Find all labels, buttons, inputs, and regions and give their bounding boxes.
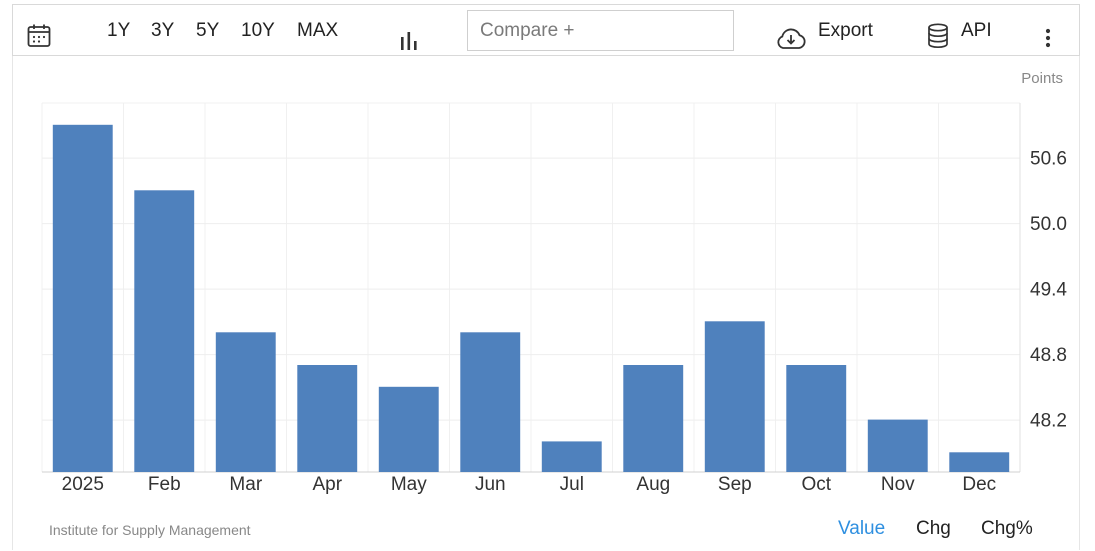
bar-sep	[704, 321, 765, 472]
chart-bars	[52, 124, 1010, 473]
range-5y-button[interactable]: 5Y	[196, 20, 220, 41]
y-axis-labels: 48.2 48.8 49.4 50.0 50.6	[1030, 149, 1067, 432]
chart-frame	[12, 4, 1080, 550]
bar-mar	[215, 332, 276, 472]
x-tick-label: Mar	[229, 474, 262, 495]
compare-input[interactable]	[467, 10, 734, 51]
range-10y-button[interactable]: 10Y	[241, 20, 275, 41]
range-max-button[interactable]: MAX	[297, 20, 339, 41]
y-tick-label: 48.8	[1030, 345, 1067, 366]
x-tick-label: Nov	[881, 474, 915, 495]
bar-2025	[52, 124, 113, 473]
mode-chg-button[interactable]: Chg	[916, 518, 951, 539]
bar-oct	[786, 365, 847, 472]
chart-grid	[41, 102, 1021, 473]
bar-jul	[541, 441, 602, 472]
bar-feb	[134, 190, 195, 473]
bar-nov	[867, 419, 928, 472]
x-tick-label: 2025	[62, 474, 104, 495]
y-tick-label: 48.2	[1030, 411, 1067, 432]
mode-chg-percent-button[interactable]: Chg%	[981, 518, 1033, 539]
x-tick-label: Jun	[475, 474, 506, 495]
database-icon[interactable]	[927, 18, 949, 49]
x-tick-label: Dec	[962, 474, 996, 495]
y-tick-label: 50.6	[1030, 149, 1067, 170]
bar-aug	[623, 365, 684, 472]
x-tick-label: Oct	[802, 474, 832, 495]
units-label: Points	[1021, 70, 1063, 87]
range-1y-button[interactable]: 1Y	[107, 20, 131, 41]
x-tick-label: May	[391, 474, 427, 495]
x-axis-labels: 2025 Feb Mar Apr May Jun Jul Aug Sep Oct Nov Dec	[62, 474, 997, 495]
bar-chart-icon[interactable]	[399, 21, 419, 50]
y-tick-label: 50.0	[1030, 214, 1067, 235]
bar-jun	[460, 332, 521, 472]
export-button[interactable]: Export	[818, 20, 873, 41]
more-vertical-icon[interactable]	[1044, 19, 1052, 48]
cloud-download-icon[interactable]	[775, 20, 807, 49]
x-tick-label: Apr	[313, 474, 343, 495]
source-label: Institute for Supply Management	[49, 522, 251, 538]
bar-dec	[949, 452, 1010, 472]
range-3y-button[interactable]: 3Y	[151, 20, 175, 41]
x-tick-label: Jul	[560, 474, 584, 495]
calendar-icon[interactable]	[27, 18, 51, 47]
y-tick-label: 49.4	[1030, 280, 1067, 301]
chart-toolbar: 1Y 3Y 5Y 10Y MAX Export API	[12, 4, 1080, 56]
api-button[interactable]: API	[961, 20, 992, 41]
bar-may	[378, 386, 439, 472]
x-tick-label: Sep	[718, 474, 752, 495]
x-tick-label: Feb	[148, 474, 181, 495]
bar-apr	[297, 365, 358, 472]
mode-value-button[interactable]: Value	[838, 518, 886, 539]
x-tick-label: Aug	[636, 474, 670, 495]
